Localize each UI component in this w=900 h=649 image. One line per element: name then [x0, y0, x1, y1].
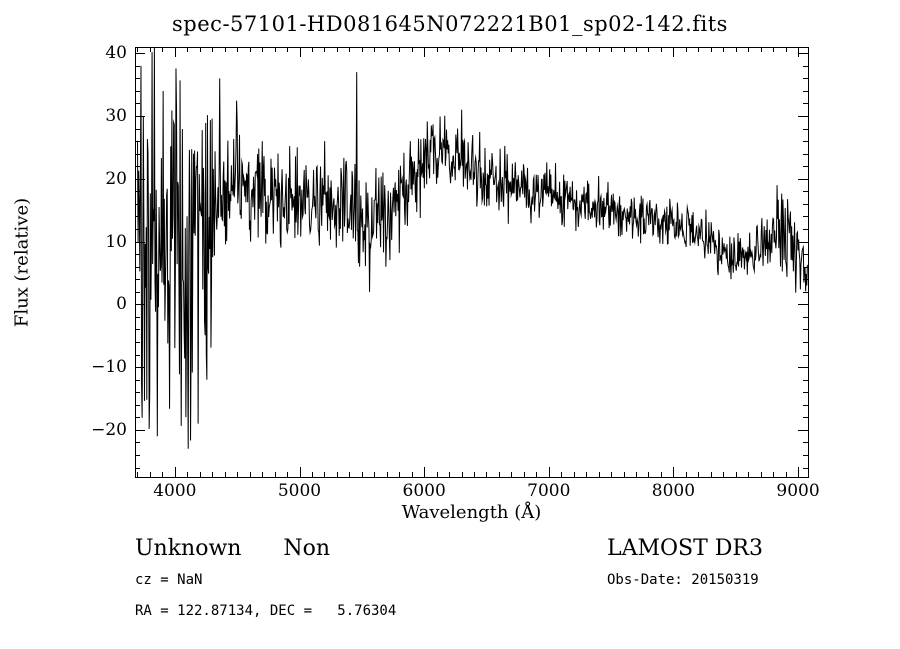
chart-title: spec-57101-HD081645N072221B01_sp02-142.f…	[172, 12, 728, 36]
y-tick-label: 20	[105, 168, 127, 189]
y-tick-label: 0	[116, 294, 127, 315]
x-tick-label: 5000	[277, 481, 322, 501]
x-tick-label: 6000	[402, 481, 446, 501]
y-tick-label: 40	[105, 43, 127, 64]
x-tick-label: 8000	[651, 481, 696, 501]
y-tick-label: −20	[91, 419, 127, 440]
x-tick-label: 7000	[527, 481, 571, 501]
x-tick-label: 4000	[153, 481, 197, 501]
x-axis-label: Wavelength (Å)	[401, 502, 542, 523]
survey-label: LAMOST DR3	[607, 536, 763, 561]
ra-dec-label: RA = 122.87134, DEC = 5.76304	[135, 603, 397, 619]
obs-date-label: Obs-Date: 20150319	[607, 572, 759, 588]
cz-value-label: cz = NaN	[135, 572, 203, 588]
x-tick-label: 9000	[776, 481, 820, 501]
y-tick-label: 30	[105, 106, 127, 127]
classification-label: Unknown Non	[135, 536, 331, 561]
y-tick-label: −10	[91, 357, 127, 378]
y-tick-label: 10	[105, 231, 127, 252]
